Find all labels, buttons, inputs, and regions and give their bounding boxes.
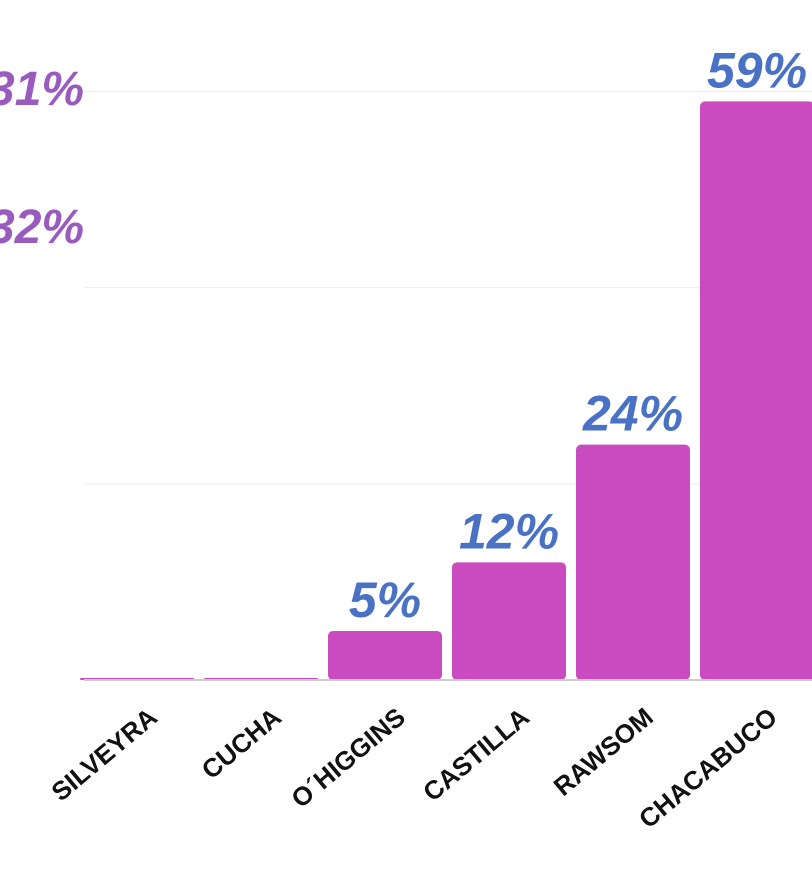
category-label: SILVEYRA	[45, 701, 163, 806]
value-label: 5%	[349, 572, 421, 628]
bars-group	[80, 101, 812, 680]
value-label: 12%	[459, 503, 559, 559]
value-label: 24%	[582, 386, 683, 442]
category-label: O´HIGGINS	[285, 702, 411, 814]
bar-castilla	[452, 562, 566, 680]
bar-ohiggins	[328, 630, 442, 680]
value-labels-group: 5% 12% 24% 59%	[349, 42, 807, 628]
value-label: 59%	[707, 42, 807, 98]
side-label-2: 32%	[0, 201, 84, 254]
bar-chacabuco	[700, 101, 812, 680]
category-label: CUCHA	[196, 701, 287, 784]
bar-rawsom	[576, 444, 690, 680]
category-label: CASTILLA	[417, 701, 535, 807]
category-label: RAWSOM	[548, 702, 659, 802]
side-label-1: 31%	[0, 63, 84, 116]
gridlines	[84, 91, 812, 485]
